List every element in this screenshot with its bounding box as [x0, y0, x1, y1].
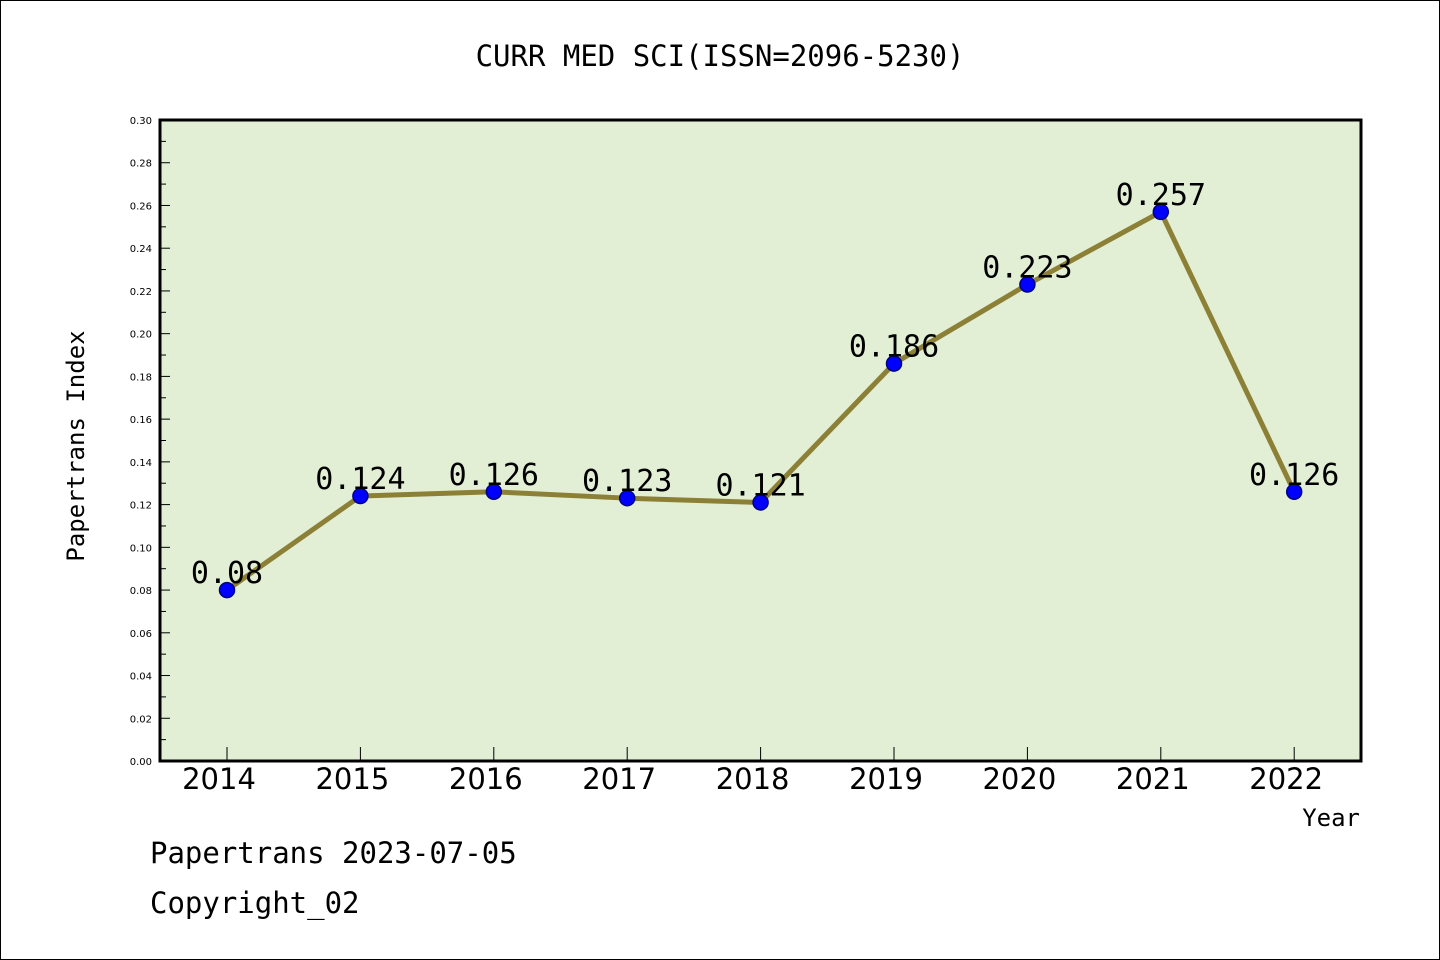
data-label: 0.126 — [1249, 458, 1339, 493]
y-axis-label: Papertrans Index — [62, 330, 90, 561]
y-tick-label: 0.22 — [130, 287, 152, 298]
y-tick-label: 0.00 — [130, 757, 152, 768]
data-point — [1019, 276, 1036, 293]
x-tick-label: 2022 — [1249, 762, 1323, 796]
data-point — [752, 494, 769, 511]
chart-title: CURR MED SCI(ISSN=2096-5230) — [476, 39, 965, 73]
y-tick-label: 0.04 — [130, 672, 152, 683]
y-tick-label: 0.02 — [130, 714, 152, 725]
y-tick-label: 0.26 — [130, 201, 152, 212]
data-label: 0.126 — [449, 458, 539, 493]
data-point — [885, 355, 903, 372]
data-label: 0.186 — [849, 330, 939, 365]
y-axis: 0.00 0.02 0.04 0.06 0.08 0.10 0.12 0.14 0.16 0.18… — [130, 116, 170, 768]
y-tick-label: 0.08 — [130, 586, 152, 597]
x-tick-label: 2014 — [182, 762, 256, 796]
y-tick-label: 0.16 — [130, 415, 152, 426]
data-point — [485, 483, 503, 501]
y-tick-label: 0.14 — [130, 458, 152, 469]
data-label: 0.123 — [582, 464, 672, 499]
x-tick-label: 2015 — [315, 762, 389, 796]
y-tick-label: 0.10 — [130, 543, 152, 554]
y-tick-label: 0.12 — [130, 501, 152, 512]
x-tick-label: 2017 — [582, 762, 656, 796]
data-label: 0.223 — [982, 251, 1072, 286]
y-tick-label: 0.20 — [130, 330, 152, 341]
data-point — [352, 487, 369, 505]
y-tick-label: 0.30 — [130, 116, 152, 127]
y-tick-label: 0.24 — [130, 244, 152, 255]
y-tick-label: 0.06 — [130, 629, 152, 640]
footer-copyright: Copyright_02 — [150, 886, 360, 920]
data-label: 0.124 — [315, 462, 405, 497]
data-point — [218, 581, 236, 599]
x-axis: 2014 2015 2016 2017 2018 2019 2020 2021 2022 — [182, 747, 1323, 796]
data-label: 0.121 — [715, 468, 805, 503]
data-point — [1285, 483, 1303, 501]
data-label: 0.257 — [1116, 178, 1206, 213]
data-point — [1152, 203, 1170, 221]
y-tick-label: 0.18 — [130, 372, 152, 383]
y-tick-label: 0.28 — [130, 159, 152, 170]
data-label: 0.08 — [191, 556, 263, 591]
x-tick-label: 2021 — [1116, 762, 1190, 796]
x-tick-label: 2016 — [449, 762, 523, 796]
plot-area — [158, 118, 1363, 763]
x-tick-label: 2020 — [982, 762, 1056, 796]
x-tick-label: 2018 — [716, 762, 790, 796]
x-axis-label: Year — [1302, 804, 1360, 832]
data-point — [618, 489, 636, 507]
data-labels: 0.08 0.124 0.126 0.123 0.121 0.186 0.223 0.257 0… — [191, 178, 1339, 591]
footer-date: Papertrans 2023-07-05 — [150, 836, 517, 870]
x-tick-label: 2019 — [849, 762, 923, 796]
series-layer — [218, 203, 1303, 599]
